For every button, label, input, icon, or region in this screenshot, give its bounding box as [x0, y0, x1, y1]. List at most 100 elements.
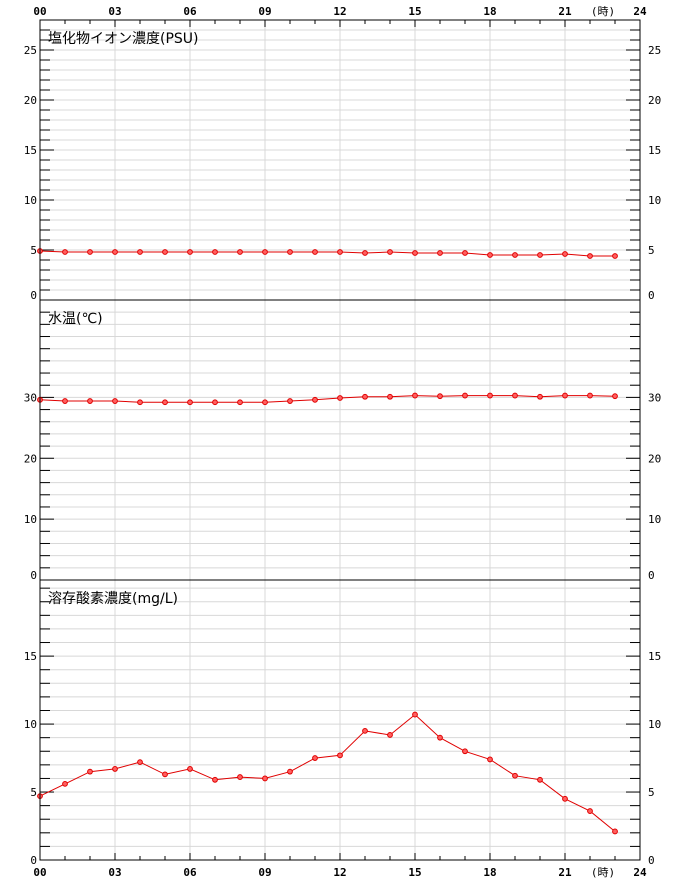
x-tick-label-top: 15 — [408, 5, 421, 18]
data-point — [187, 249, 193, 255]
data-point — [562, 392, 568, 399]
y-tick-label-right: 0 — [648, 569, 655, 582]
y-tick-label-left: 5 — [30, 786, 37, 799]
data-point — [412, 392, 418, 399]
x-tick-label-top: 03 — [108, 5, 121, 18]
data-point — [612, 393, 618, 400]
y-tick-label-left: 25 — [24, 44, 37, 57]
data-point — [62, 780, 68, 787]
x-tick-label-bottom: 00 — [33, 866, 46, 879]
panel-title: 塩化物イオン濃度(PSU) — [48, 31, 199, 47]
y-tick-label-left: 30 — [24, 391, 37, 404]
data-point — [462, 392, 468, 399]
data-point — [387, 393, 393, 400]
x-tick-label-top: 00 — [33, 5, 46, 18]
x-tick-label-bottom: 06 — [183, 866, 197, 879]
data-point — [612, 253, 618, 259]
data-point — [312, 396, 318, 403]
y-tick-label-right: 30 — [648, 391, 661, 404]
x-tick-label-bottom: 03 — [108, 866, 121, 879]
data-point — [537, 393, 543, 400]
y-tick-label-right: 10 — [648, 718, 661, 731]
data-point — [237, 774, 243, 780]
data-point — [412, 711, 418, 718]
data-point — [487, 392, 493, 399]
data-point — [562, 251, 568, 257]
data-point — [587, 253, 593, 259]
data-point — [337, 395, 343, 401]
data-point — [212, 776, 218, 783]
panel-title: 水温(℃) — [48, 311, 103, 327]
data-point — [187, 766, 193, 772]
y-tick-label-left: 20 — [24, 452, 37, 465]
data-point — [537, 252, 543, 258]
data-point — [137, 759, 143, 766]
y-tick-label-left: 15 — [24, 650, 37, 663]
data-point — [62, 398, 68, 404]
y-tick-label-right: 0 — [648, 854, 655, 867]
data-point — [162, 771, 168, 778]
data-point — [262, 775, 268, 782]
data-point — [312, 249, 318, 255]
x-tick-label-top: 12 — [333, 5, 346, 18]
x-tick-label-bottom: 21 — [558, 866, 572, 879]
data-point — [562, 795, 568, 802]
x-tick-label-bottom: 18 — [483, 866, 496, 879]
data-point — [112, 766, 118, 772]
y-tick-label-right: 0 — [648, 289, 655, 302]
y-tick-label-right: 5 — [648, 244, 655, 257]
data-point — [612, 828, 618, 835]
y-tick-label-left: 0 — [30, 854, 37, 867]
series-line — [39, 713, 616, 832]
y-tick-label-right: 15 — [648, 144, 661, 157]
data-point — [87, 768, 93, 775]
data-point — [112, 398, 118, 404]
data-point — [362, 250, 368, 256]
hour-unit-label-bottom: (時) — [591, 866, 615, 879]
data-point — [462, 748, 468, 755]
data-point — [237, 249, 243, 255]
x-tick-label-bottom: 09 — [258, 866, 271, 879]
y-tick-label-right: 25 — [648, 44, 661, 57]
data-point — [112, 249, 118, 255]
data-point — [87, 398, 93, 404]
data-point — [287, 398, 293, 404]
data-point — [437, 393, 443, 400]
data-point — [437, 250, 443, 256]
y-tick-label-right: 5 — [648, 786, 655, 799]
data-point — [312, 755, 318, 761]
x-tick-label-top: 18 — [483, 5, 496, 18]
data-point — [137, 249, 143, 255]
y-tick-label-left: 10 — [24, 513, 37, 526]
data-point — [362, 393, 368, 400]
y-tick-label-left: 15 — [24, 144, 37, 157]
data-point — [287, 249, 293, 255]
x-tick-label-top: 09 — [258, 5, 271, 18]
data-point — [412, 250, 418, 256]
data-point — [212, 249, 218, 255]
x-tick-label-bottom: 12 — [333, 866, 346, 879]
y-tick-label-right: 15 — [648, 650, 661, 663]
y-tick-label-left: 10 — [24, 194, 37, 207]
series-line — [39, 395, 616, 403]
data-point — [587, 392, 593, 399]
data-point — [162, 399, 168, 406]
data-point — [337, 249, 343, 255]
y-tick-label-right: 20 — [648, 452, 661, 465]
x-tick-label-top: 24 — [633, 5, 647, 18]
data-point — [262, 399, 268, 406]
data-point — [387, 249, 393, 255]
data-point — [512, 772, 518, 779]
data-point — [162, 249, 168, 255]
data-point — [287, 768, 293, 775]
data-point — [237, 399, 243, 406]
x-tick-label-top: 06 — [183, 5, 197, 18]
data-point — [87, 249, 93, 255]
data-point — [487, 756, 493, 763]
y-tick-label-left: 20 — [24, 94, 37, 107]
y-tick-label-right: 20 — [648, 94, 661, 107]
data-point — [487, 252, 493, 258]
y-tick-label-left: 5 — [30, 244, 37, 257]
data-point — [62, 249, 68, 255]
